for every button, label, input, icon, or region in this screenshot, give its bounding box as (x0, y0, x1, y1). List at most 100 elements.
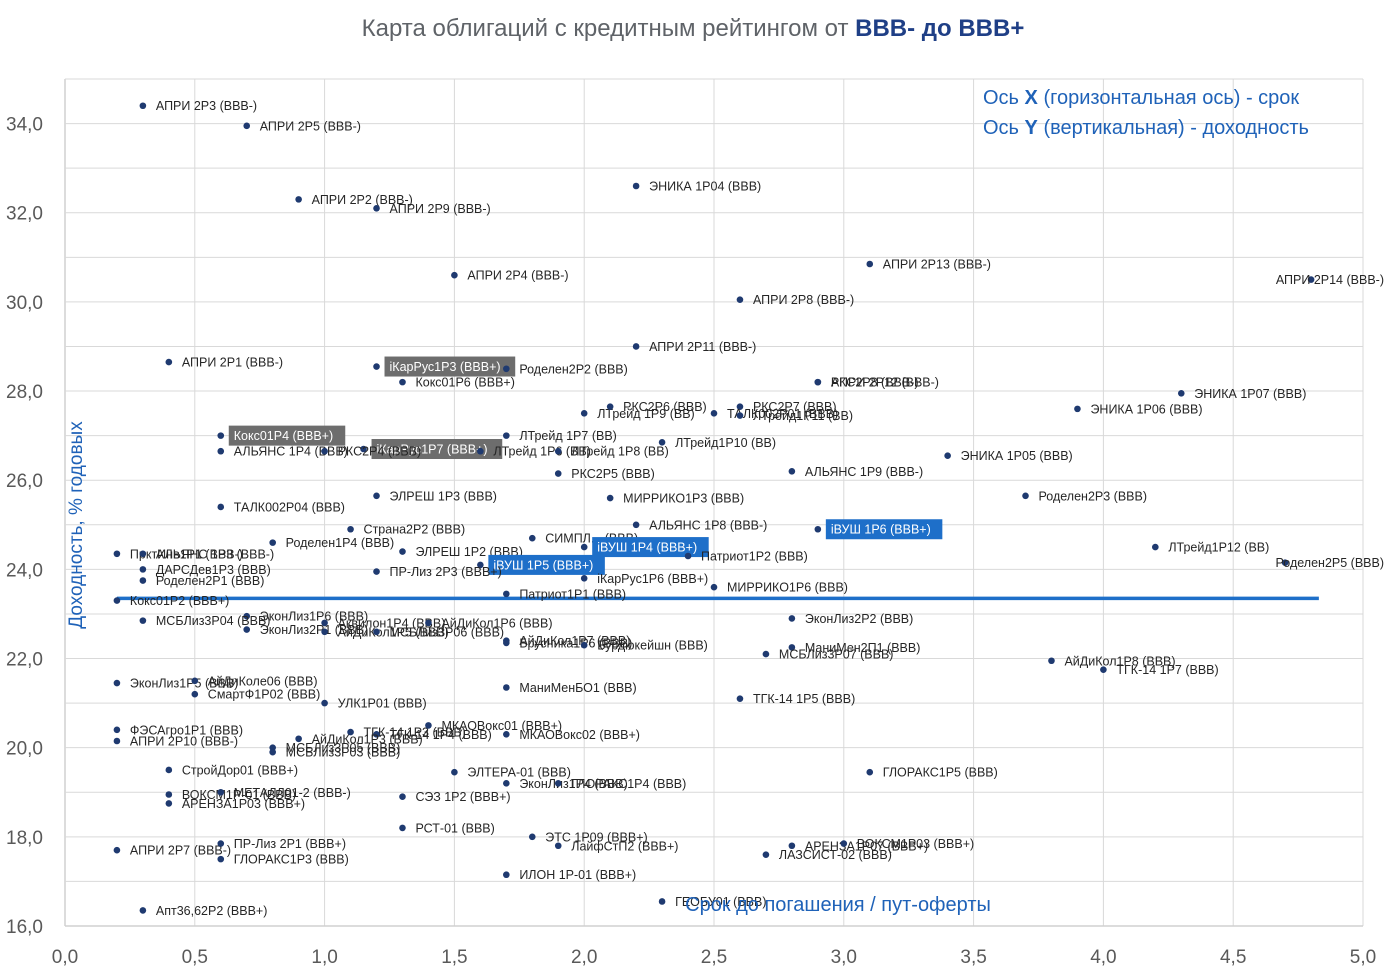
x-tick-label: 5,0 (1350, 947, 1376, 968)
bond-marker (606, 403, 614, 410)
bond-marker (554, 780, 562, 787)
bond-label: Аквилон1Р4 (BBB) (338, 616, 446, 630)
bond-label: МЕТАЛЛ01-2 (BBB-) (234, 786, 351, 800)
bond-label: АйДиКол1Р6 (BBB) (441, 616, 552, 630)
bond-label: РСТ-01 (BBB) (415, 821, 494, 835)
bond-marker (503, 639, 510, 647)
bond-marker (1022, 492, 1029, 500)
highlight-box (488, 554, 605, 575)
bond-label: АПРИ 2Р10 (BBB-) (130, 734, 238, 748)
bond-label: Бурдюкейшн (BBB) (597, 639, 708, 653)
bond-point: ТГК-14 1Р5 (BBB) (736, 692, 855, 706)
bond-label: АйДиКоле06 (BBB) (208, 674, 318, 688)
bond-point: Апт36,62Р2 (BBB+) (139, 904, 268, 918)
axis-notes-y: Ось Y (вертикальная) - доходность (983, 117, 1309, 139)
bond-point: ЛТрейд1Р12 (BB) (1152, 541, 1269, 555)
bond-marker (528, 833, 536, 841)
bond-point: МаниМенБО1 (BBB) (503, 681, 637, 695)
bond-label: МаниМен2П1 (BBB) (805, 641, 921, 655)
bond-marker (243, 626, 251, 633)
bond-marker (503, 432, 510, 439)
bond-point: Брусника1Р6 (BBB) (503, 636, 632, 650)
bond-marker (710, 583, 718, 591)
bond-label-highlighted: iВУШ 1Р4 (BBB+) (597, 541, 697, 555)
bond-label: МСБЛиз3Р03 (BBB) (286, 746, 401, 760)
bond-point: АйДиКоле06 (BBB) (191, 674, 318, 688)
bond-point: ЛТрейд 1Р8 (BB) (554, 445, 669, 459)
bond-point: ЭНИКА 1Р07 (BBB) (1177, 387, 1306, 401)
bond-label: ЭТС 1Р09 (BBB+) (545, 830, 647, 844)
bond-label: ГЛОРАКС1Р4 (BBB) (571, 777, 686, 791)
bond-point: ГЕОБУ01 (BBB) (658, 895, 766, 909)
bond-marker (113, 737, 121, 745)
bond-point: iВУШ 1Р6 (BBB+) (814, 519, 943, 540)
bond-marker (788, 842, 796, 850)
bond-label: РКС2Р5 (BBB) (571, 467, 655, 481)
bond-marker (736, 403, 744, 410)
bond-label: ГЛОРАКС1Р3 (BBB) (234, 853, 349, 867)
bond-point: АПРИ 2Р14 (BBB-) (1276, 273, 1384, 287)
bond-point: АПРИ 2Р4 (BBB-) (451, 269, 569, 283)
bond-marker (632, 343, 640, 350)
bond-label: АЛЬЯНС 1Р9 (BBB-) (805, 465, 923, 479)
bond-marker (373, 363, 380, 370)
bond-point: iКарРус1Р3 (BBB+) (373, 356, 516, 377)
bond-point: АЛЬЯНС 1Р8 (BBB-) (632, 518, 767, 532)
bond-point: ЛАЗСИСТ-02 (BBB) (762, 848, 892, 862)
bond-label: ЭНИКА 1Р07 (BBB) (1194, 387, 1306, 401)
bond-label: ЭЛТЕРА-01 (BBB) (467, 766, 570, 780)
bond-point: ЭНИКА 1Р05 (BBB) (944, 449, 1073, 463)
bond-point: СЭЗ 1Р2 (BBB+) (399, 790, 511, 804)
bond-label: ЛТрейд1Р11 (BB) (753, 409, 853, 423)
bond-label: Апт36,62Р2 (BBB+) (156, 904, 268, 918)
bond-marker (321, 628, 328, 636)
bond-label: Кокс01Р2 (BBB+) (130, 594, 229, 608)
x-tick-label: 4,5 (1220, 947, 1246, 968)
bond-point: АПРИ 2Р3 (BBB-) (139, 99, 257, 113)
bond-label: АйДиКол1Р5 (BBB) (338, 625, 449, 639)
bond-marker (528, 534, 536, 542)
highlight-box (592, 537, 709, 558)
bond-point: АйДиКол1Р3 (BBB) (295, 732, 423, 746)
highlight-box (228, 425, 346, 446)
bond-point: ГЛОРАКС1Р5 (BBB) (866, 766, 998, 780)
bond-label: Брусника1Р6 (BBB) (519, 636, 632, 650)
bond-marker (399, 824, 406, 832)
bond-marker (1281, 559, 1289, 566)
bond-marker (373, 731, 380, 738)
bond-marker (217, 840, 225, 847)
bond-label: СтройДор01 (BBB+) (182, 763, 298, 777)
bond-point: АПРИ 2Р7 (BBB-) (113, 844, 231, 858)
bond-marker (269, 748, 276, 756)
bond-marker (503, 684, 510, 691)
bond-point: ПрктИнв1Р1 (BBB-) (113, 547, 243, 561)
bond-label: Роделен2Р3 (BBB) (1039, 489, 1148, 503)
bond-marker (113, 597, 121, 604)
bond-marker (477, 447, 484, 455)
bond-point: СтройДор01 (BBB+) (165, 763, 298, 777)
bond-point: ЛайфСтП2 (BBB+) (554, 839, 678, 853)
bond-point: АПРИ 2Р11 (BBB-) (632, 340, 756, 354)
bond-marker (451, 271, 458, 279)
bond-marker (1074, 405, 1081, 413)
bond-label: ЭЛРЕШ 1Р3 (BBB) (390, 489, 497, 503)
bond-label: АйДиКол1Р7 (BBB) (519, 634, 630, 648)
bond-point: МКАОВокс02 (BBB+) (503, 728, 640, 742)
bond-label: МИРРИКО1Р3 (BBB) (623, 492, 744, 506)
bond-point: ЛТрейд1Р10 (BB) (658, 436, 776, 450)
y-tick-label: 16,0 (6, 917, 43, 938)
bond-point: РКС2Р4 (BBB) (321, 445, 421, 459)
bond-point: ЭконЛиз1Р6 (BBB) (243, 610, 368, 624)
bond-marker (139, 550, 147, 558)
bond-point: Кокс01Р6 (BBB+) (399, 376, 515, 390)
bond-point: Роделен2Р2 (BBB) (503, 362, 628, 376)
bond-point: ГЛОРАКС1Р4 (BBB) (554, 777, 686, 791)
axis-tick-labels: 0,0 0,5 1,0 1,5 2,0 2,5 3,0 3,5 4,0 4,5 5,0 16,0 18,… (6, 115, 1376, 968)
bond-marker (113, 550, 121, 558)
bond-marker (788, 644, 796, 651)
bond-point: ЛТрейд 1Р9 (BB) (580, 407, 695, 421)
bond-point: АйДиКол1Р6 (BBB) (425, 616, 553, 630)
chart-title-emphasis: BBB- до BBB+ (855, 15, 1024, 42)
bond-marker (165, 358, 173, 366)
x-tick-label: 3,5 (960, 947, 986, 968)
